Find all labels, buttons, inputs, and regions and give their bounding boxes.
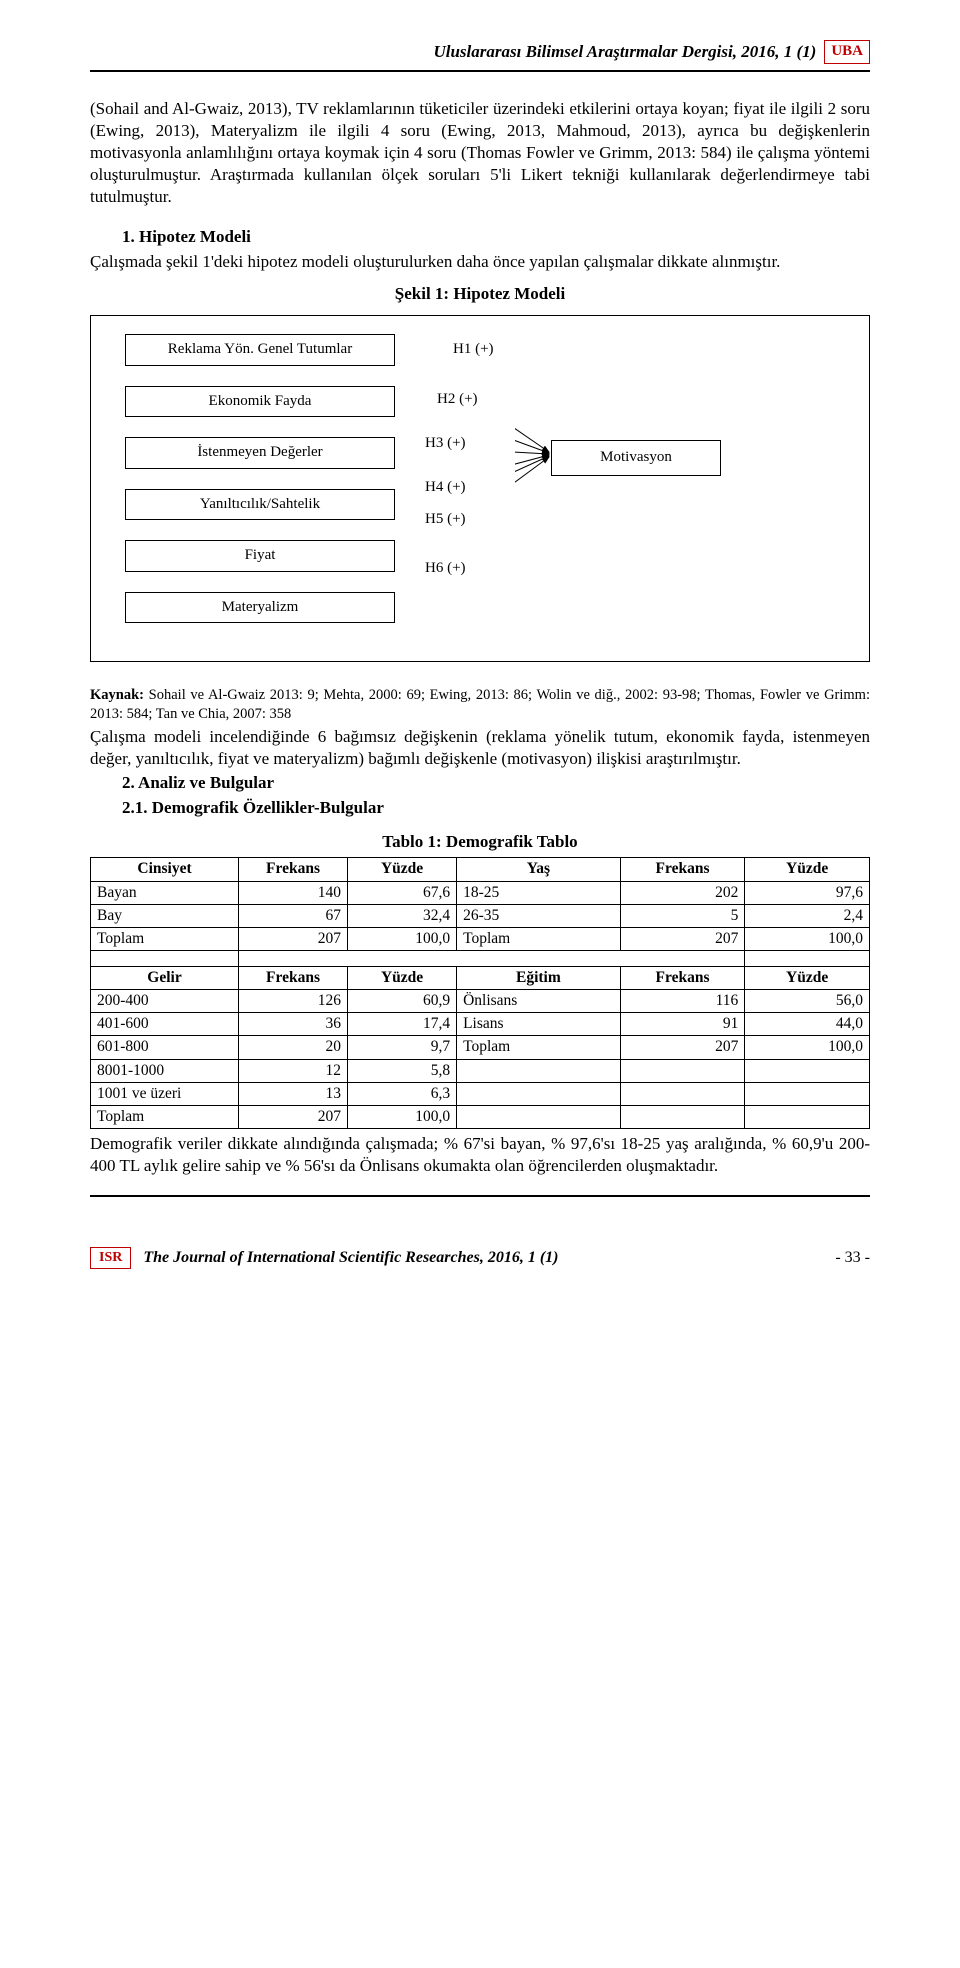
table-row: 8001-1000125,8 [91, 1059, 870, 1082]
page-footer: ISR The Journal of International Scienti… [90, 1247, 870, 1269]
heading-hipotez: 1. Hipotez Modeli [90, 226, 870, 248]
table-row: Cinsiyet Frekans Yüzde Yaş Frekans Yüzde [91, 858, 870, 881]
table1-demografik: Cinsiyet Frekans Yüzde Yaş Frekans Yüzde… [90, 857, 870, 1129]
node-yaniltici: Yanıltıcılık/Sahtelik [125, 489, 395, 521]
footer-journal: The Journal of International Scientific … [143, 1248, 558, 1269]
footer-rule [90, 1195, 870, 1197]
table-row: Bayan14067,618-2520297,6 [91, 881, 870, 904]
footer-page: - 33 - [835, 1248, 870, 1269]
table1-title: Tablo 1: Demografik Tablo [90, 831, 870, 853]
label-h1: H1 (+) [453, 340, 494, 360]
header-badge: UBA [824, 40, 870, 64]
header-rule [90, 70, 870, 72]
node-fiyat: Fiyat [125, 540, 395, 572]
paragraph-demog: Demografik veriler dikkate alındığında ç… [90, 1133, 870, 1177]
table-row: Toplam207100,0Toplam207100,0 [91, 927, 870, 950]
paragraph-intro: (Sohail and Al-Gwaiz, 2013), TV reklamla… [90, 98, 870, 208]
node-reklama: Reklama Yön. Genel Tutumlar [125, 334, 395, 366]
header-journal: Uluslararası Bilimsel Araştırmalar Dergi… [433, 41, 816, 63]
diagram-arrows [515, 334, 775, 634]
table-row: Gelir Frekans Yüzde Eğitim Frekans Yüzde [91, 966, 870, 989]
table-row: 200-40012660,9Önlisans11656,0 [91, 990, 870, 1013]
label-h4: H4 (+) [425, 478, 466, 498]
figure1-source: Kaynak: Sohail ve Al-Gwaiz 2013: 9; Meht… [90, 686, 870, 724]
kaynak-label: Kaynak: [90, 687, 144, 703]
kaynak-text: Sohail ve Al-Gwaiz 2013: 9; Mehta, 2000:… [90, 687, 870, 722]
heading-demog: 2.1. Demografik Özellikler-Bulgular [90, 797, 870, 819]
label-h5: H5 (+) [425, 510, 466, 530]
label-h6: H6 (+) [425, 559, 466, 579]
table-row: 401-6003617,4Lisans9144,0 [91, 1013, 870, 1036]
figure1-diagram: Reklama Yön. Genel Tutumlar Ekonomik Fay… [90, 315, 870, 662]
table-spacer [91, 950, 870, 966]
page-header: Uluslararası Bilimsel Araştırmalar Dergi… [90, 40, 870, 64]
paragraph-model: Çalışma modeli incelendiğinde 6 bağımsız… [90, 726, 870, 770]
table-row: Toplam207100,0 [91, 1105, 870, 1128]
table-row: 1001 ve üzeri136,3 [91, 1082, 870, 1105]
heading-analiz: 2. Analiz ve Bulgular [90, 772, 870, 794]
table-row: 601-800209,7Toplam207100,0 [91, 1036, 870, 1059]
node-motivasyon: Motivasyon [551, 440, 721, 476]
node-ekonomik: Ekonomik Fayda [125, 386, 395, 418]
node-istenmeyen: İstenmeyen Değerler [125, 437, 395, 469]
footer-badge: ISR [90, 1247, 131, 1269]
table-row: Bay6732,426-3552,4 [91, 904, 870, 927]
node-materyalizm: Materyalizm [125, 592, 395, 624]
label-h3: H3 (+) [425, 434, 466, 454]
paragraph-hipotez: Çalışmada şekil 1'deki hipotez modeli ol… [90, 251, 870, 273]
diagram-left-nodes: Reklama Yön. Genel Tutumlar Ekonomik Fay… [125, 334, 395, 643]
label-h2: H2 (+) [437, 390, 478, 410]
figure1-caption: Şekil 1: Hipotez Modeli [90, 283, 870, 305]
